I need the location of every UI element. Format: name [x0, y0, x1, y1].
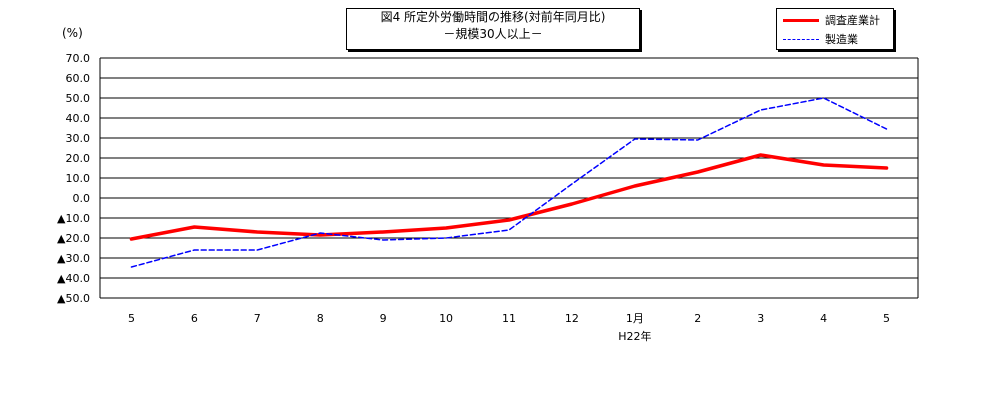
x-tick-label: 10: [439, 312, 453, 325]
x-tick-label: 4: [820, 312, 827, 325]
gridlines: [99, 57, 919, 299]
series-line-manufacturing: [130, 97, 888, 268]
y-tick-label: ▲50.0: [57, 292, 90, 305]
y-tick-label: ▲30.0: [57, 252, 90, 265]
y-axis-tick-labels: 70.0 60.0 50.0 40.0 30.0 20.0 10.0 0.0 ▲10.0 ▲20.…: [57, 52, 90, 305]
y-tick-label: ▲20.0: [57, 232, 90, 245]
y-tick-label: 60.0: [66, 72, 91, 85]
y-tick-label: 10.0: [66, 172, 91, 185]
y-tick-label: ▲10.0: [57, 212, 90, 225]
x-tick-label: 8: [317, 312, 324, 325]
x-tick-label: 12: [565, 312, 579, 325]
x-tick-label: 3: [757, 312, 764, 325]
x-tick-label: 6: [191, 312, 198, 325]
y-tick-label: 30.0: [66, 132, 91, 145]
x-tick-label: 5: [883, 312, 890, 325]
chart-title-box: 図4 所定外労働時間の推移(対前年同月比) －規模30人以上－: [346, 8, 640, 50]
legend: 調査産業計 製造業: [776, 8, 894, 50]
legend-swatch-blue-dashed: [783, 38, 819, 40]
y-tick-label: 20.0: [66, 152, 91, 165]
legend-swatch-red-solid: [783, 18, 819, 22]
chart-title: 図4 所定外労働時間の推移(対前年同月比): [380, 10, 606, 24]
y-tick-label: 0.0: [73, 192, 91, 205]
x-tick-label: 11: [502, 312, 516, 325]
x-tick-label: 2: [694, 312, 701, 325]
legend-item-all-industries: 調査産業計: [783, 12, 880, 28]
x-tick-label: 1月: [626, 312, 644, 325]
y-axis-unit-label: (%): [62, 26, 83, 40]
legend-label: 製造業: [825, 33, 858, 46]
series-lines: [129, 97, 889, 268]
series-line-all-industries: [129, 153, 889, 241]
x-tick-label: 5: [128, 312, 135, 325]
x-tick-label: 9: [380, 312, 387, 325]
x-axis-tick-labels: 5 6 7 8 9 10 11 12 1月 2 3 4 5: [128, 312, 890, 325]
y-tick-label: ▲40.0: [57, 272, 90, 285]
chart-subtitle: －規模30人以上－: [443, 27, 543, 41]
x-tick-label: 7: [254, 312, 261, 325]
x-axis-year-label: H22年: [618, 329, 651, 343]
y-tick-label: 40.0: [66, 112, 91, 125]
y-tick-label: 50.0: [66, 92, 91, 105]
y-tick-label: 70.0: [66, 52, 91, 65]
legend-label: 調査産業計: [825, 14, 880, 27]
legend-item-manufacturing: 製造業: [783, 31, 858, 47]
